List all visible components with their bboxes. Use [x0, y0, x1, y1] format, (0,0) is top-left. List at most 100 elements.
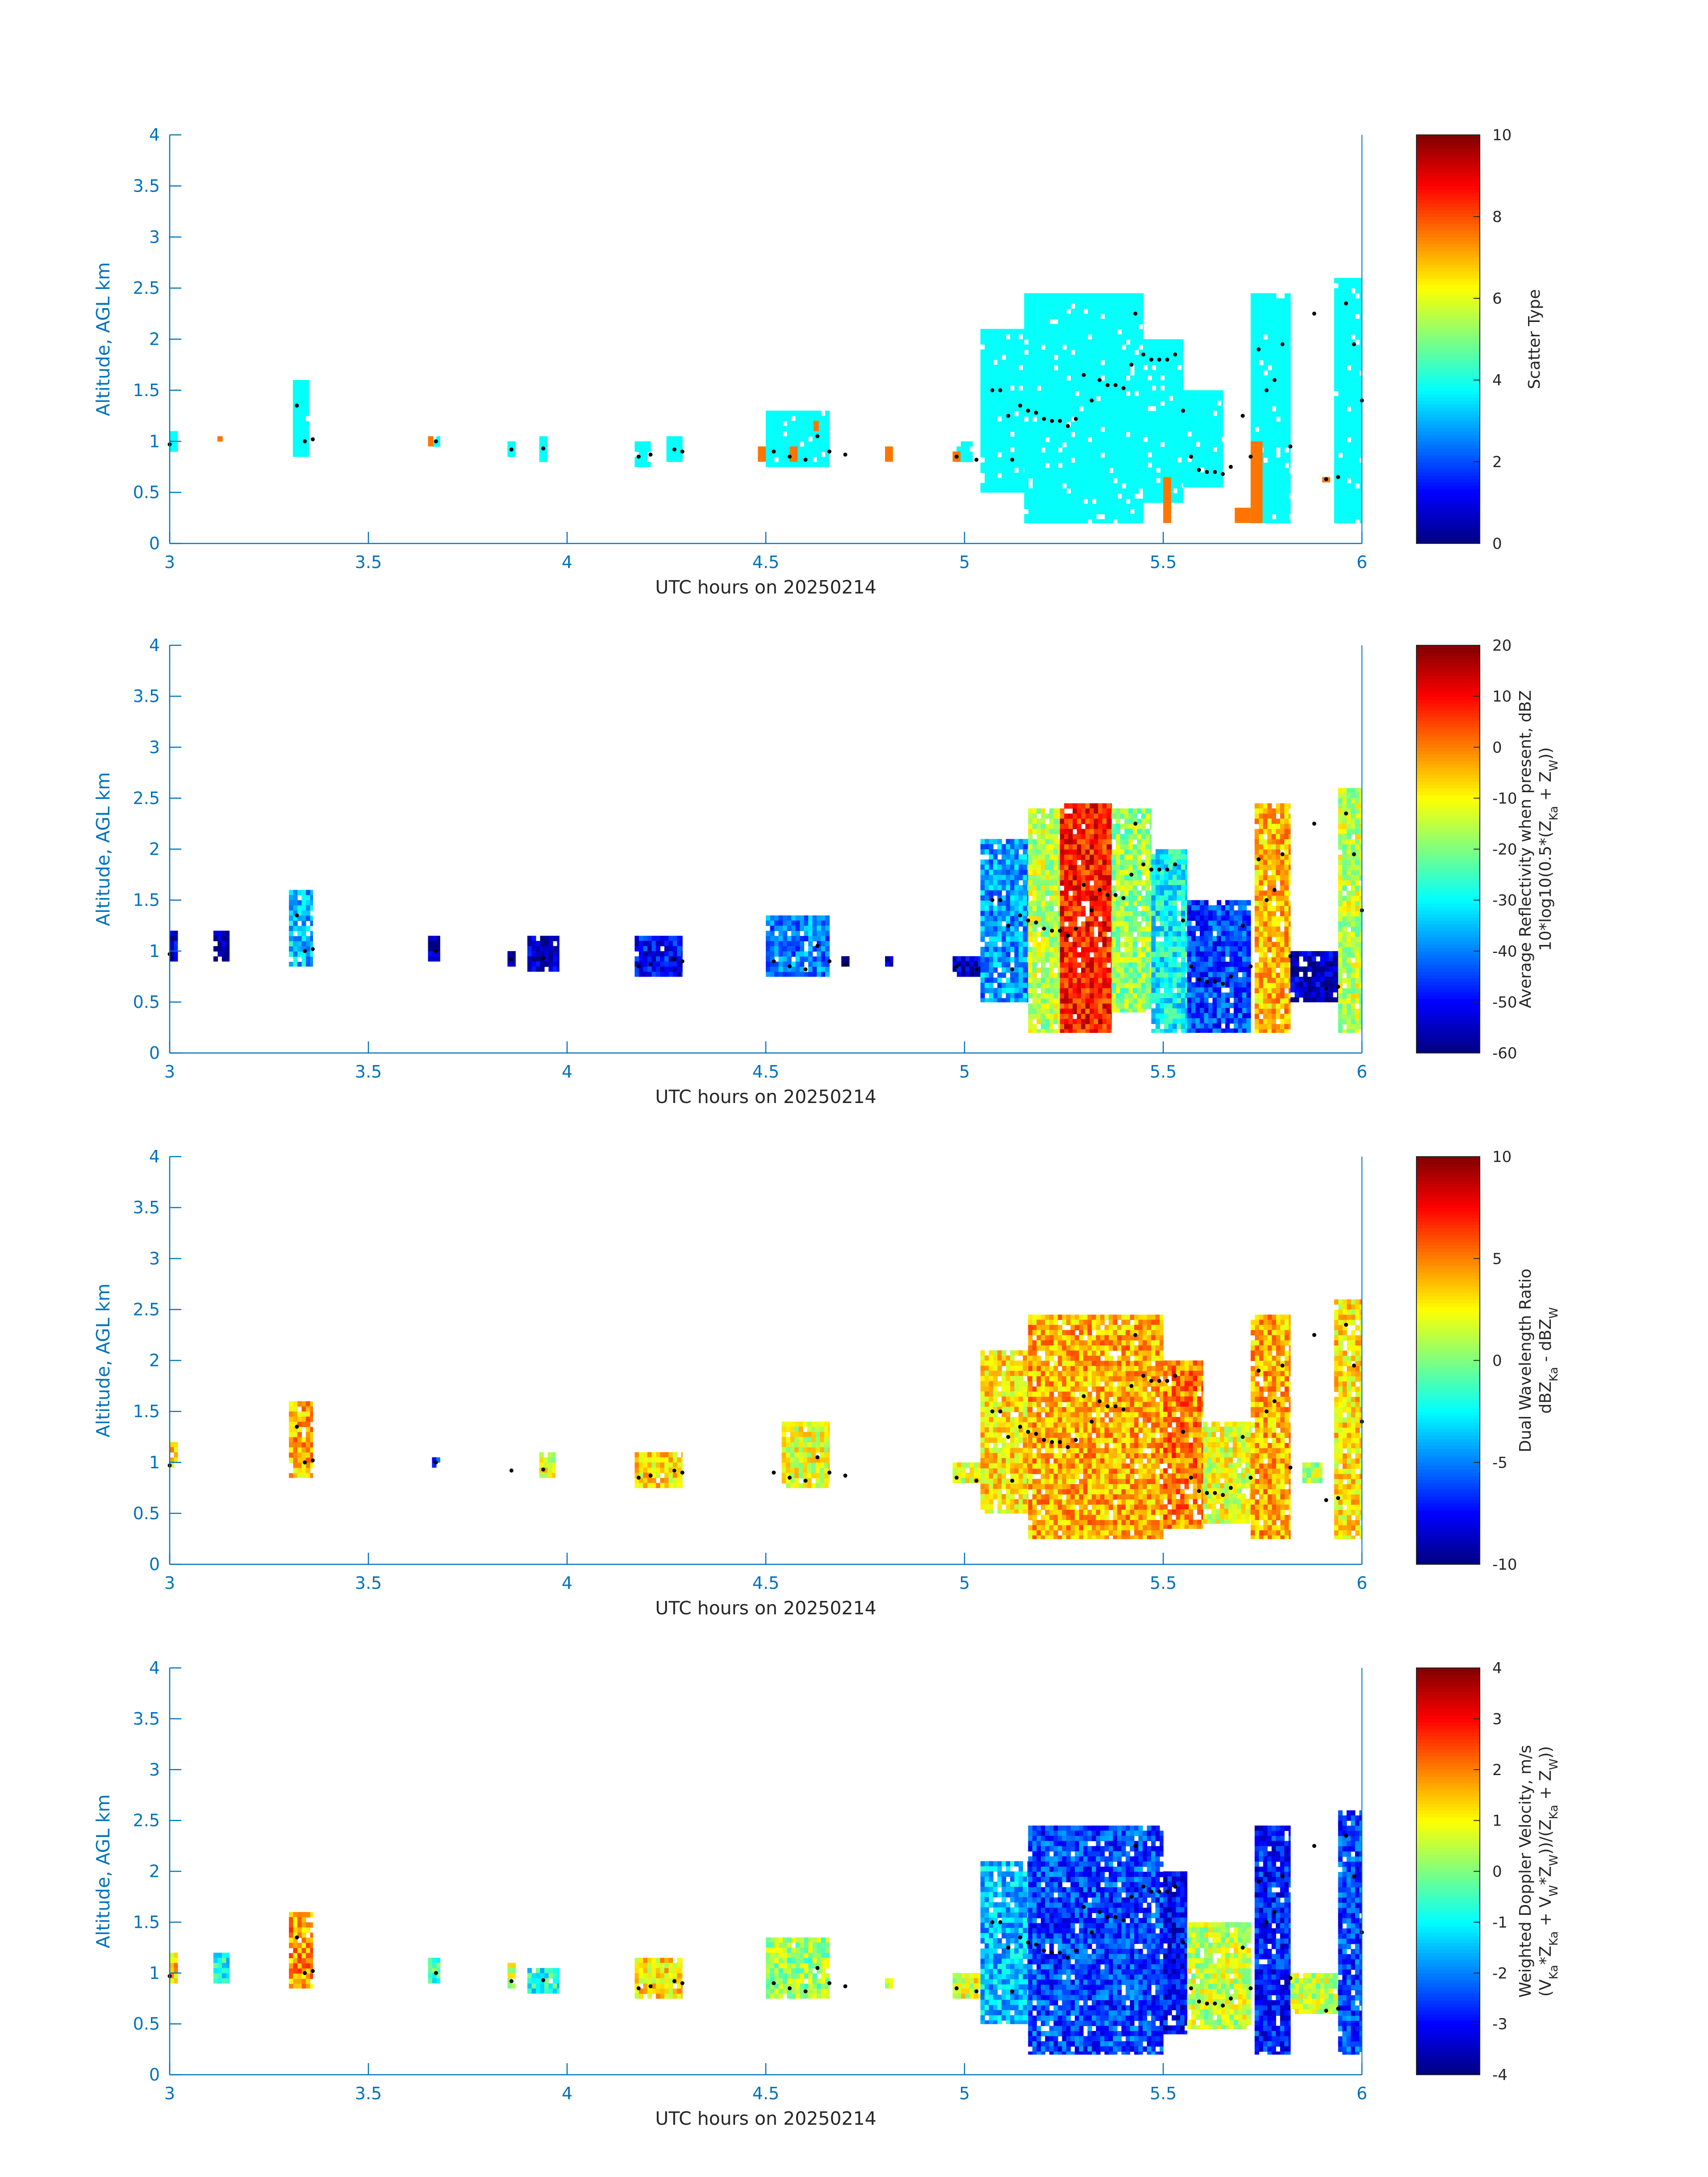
heatmap-region	[1254, 803, 1291, 1033]
cloud-top-marker	[680, 1471, 685, 1475]
cloud-top-marker	[1181, 1940, 1185, 1945]
y-tick-label: 0	[149, 1043, 160, 1063]
cloud-top-marker	[954, 455, 959, 459]
cloud-top-marker	[843, 452, 848, 457]
cloud-top-marker	[1352, 852, 1356, 857]
colorbar-swatch	[1416, 1966, 1480, 1970]
colorbar-swatch	[1416, 1228, 1480, 1232]
colorbar-label: Weighted Doppler Velocity, m/s (VKa*ZKa +…	[1516, 1745, 1561, 1998]
colorbar-swatch	[1416, 696, 1480, 700]
colorbar-swatch	[1416, 1337, 1480, 1341]
label-part: 10*log10(0.5*(Z	[1537, 820, 1555, 951]
colorbar-swatch	[1416, 1932, 1480, 1936]
cloud-top-marker	[772, 1981, 776, 1985]
colorbar-swatch	[1416, 992, 1480, 996]
colorbar-swatch	[1416, 1360, 1480, 1364]
colorbar-swatch	[1416, 186, 1480, 190]
label-part: + V	[1537, 1897, 1555, 1931]
cloud-top-marker	[1288, 954, 1293, 958]
x-tick-label: 5.5	[1150, 1062, 1177, 1082]
cloud-top-marker	[1018, 913, 1023, 918]
cloud-top-marker	[1129, 873, 1134, 877]
cloud-top-marker	[772, 959, 776, 964]
heatmap-region	[428, 1958, 440, 1984]
heatmap-cells	[170, 278, 1362, 523]
cloud-top-marker	[1189, 1475, 1193, 1480]
cloud-top-marker	[1228, 1486, 1233, 1490]
colorbar-swatch	[1416, 1881, 1480, 1885]
colorbar-swatch	[1416, 1364, 1480, 1368]
colorbar-swatch	[1416, 199, 1480, 204]
cloud-top-marker	[1090, 1930, 1094, 1935]
colorbar-swatch	[1416, 862, 1480, 867]
x-tick-label: 3	[164, 1573, 175, 1593]
cloud-top-marker	[990, 388, 994, 393]
colorbar-swatch	[1416, 1476, 1480, 1480]
cloud-top-marker	[998, 388, 1002, 393]
colorbar-swatch	[1416, 380, 1480, 384]
colorbar-swatch	[1416, 1211, 1480, 1215]
cloud-top-marker	[1034, 1432, 1038, 1436]
colorbar-tick-label: -30	[1492, 892, 1517, 910]
heatmap-region	[885, 1978, 894, 1989]
y-tick-label: 4	[149, 1147, 160, 1166]
heatmap-region	[1338, 788, 1362, 1033]
cloud-top-marker	[1249, 455, 1253, 459]
cloud-top-marker	[310, 947, 315, 951]
colorbar-swatch	[1416, 533, 1480, 537]
colorbar-swatch	[1416, 1479, 1480, 1483]
x-tick-label: 6	[1357, 552, 1367, 572]
heatmap-secondary-cell	[758, 446, 766, 462]
colorbar-swatch	[1416, 523, 1480, 527]
x-tick-label: 3	[164, 1062, 175, 1082]
heatmap-region	[1187, 1922, 1251, 2030]
cloud-top-marker	[1272, 888, 1277, 892]
heatmap-region	[170, 931, 178, 962]
colorbar-swatch	[1416, 1415, 1480, 1419]
cloud-top-marker	[1034, 410, 1038, 415]
subscript: Ka	[1547, 1805, 1561, 1819]
colorbar-swatch	[1416, 1963, 1480, 1967]
x-tick-label: 3	[164, 552, 175, 572]
colorbar-swatch	[1416, 1824, 1480, 1828]
y-tick-label: 2.5	[133, 278, 160, 298]
x-tick-label: 4.5	[752, 1573, 779, 1593]
colorbar-swatch	[1416, 1258, 1480, 1262]
cloud-top-marker	[1141, 1885, 1145, 1889]
colorbar-swatch	[1416, 2044, 1480, 2048]
colorbar-swatch	[1416, 1418, 1480, 1422]
colorbar-swatch	[1416, 1255, 1480, 1259]
heatmap-region	[980, 1350, 1028, 1514]
cloud-top-marker	[310, 437, 315, 442]
colorbar-swatch	[1416, 223, 1480, 227]
cloud-top-marker	[1050, 928, 1054, 933]
colorbar-swatch	[1416, 961, 1480, 965]
cloud-top-marker	[990, 1409, 994, 1414]
colorbar-swatch	[1416, 1496, 1480, 1500]
colorbar: -4 -3 -2 -1 0 1 2 3 4 Weighted Doppler Velocity, …	[1416, 1659, 1561, 2084]
cloud-top-marker	[1249, 1475, 1253, 1480]
cloud-top-marker	[680, 1981, 685, 1985]
cloud-top-marker	[1058, 928, 1062, 933]
colorbar-swatch	[1416, 1701, 1480, 1706]
colorbar-swatch	[1416, 1803, 1480, 1808]
colorbar-swatch	[1416, 1871, 1480, 1875]
cloud-top-marker	[1213, 2002, 1217, 2006]
heatmap-region	[1187, 900, 1251, 1033]
cloud-top-marker	[1336, 475, 1341, 479]
cloud-top-marker	[648, 1984, 653, 1989]
colorbar-swatch	[1416, 737, 1480, 741]
colorbar-swatch	[1416, 917, 1480, 921]
cloud-top-markers	[167, 811, 1364, 991]
colorbar-swatch	[1416, 1177, 1480, 1181]
colorbar-swatch	[1416, 492, 1480, 497]
cloud-top-marker	[672, 957, 677, 961]
colorbar-swatch	[1416, 801, 1480, 806]
colorbar-swatch	[1416, 2047, 1480, 2052]
colorbar-swatch	[1416, 852, 1480, 857]
cloud-top-marker	[1280, 1363, 1285, 1368]
colorbar-swatch	[1416, 1752, 1480, 1757]
cloud-top-marker	[1352, 342, 1356, 347]
cloud-top-marker	[1149, 1379, 1153, 1383]
label-part: ))	[1537, 1746, 1555, 1759]
